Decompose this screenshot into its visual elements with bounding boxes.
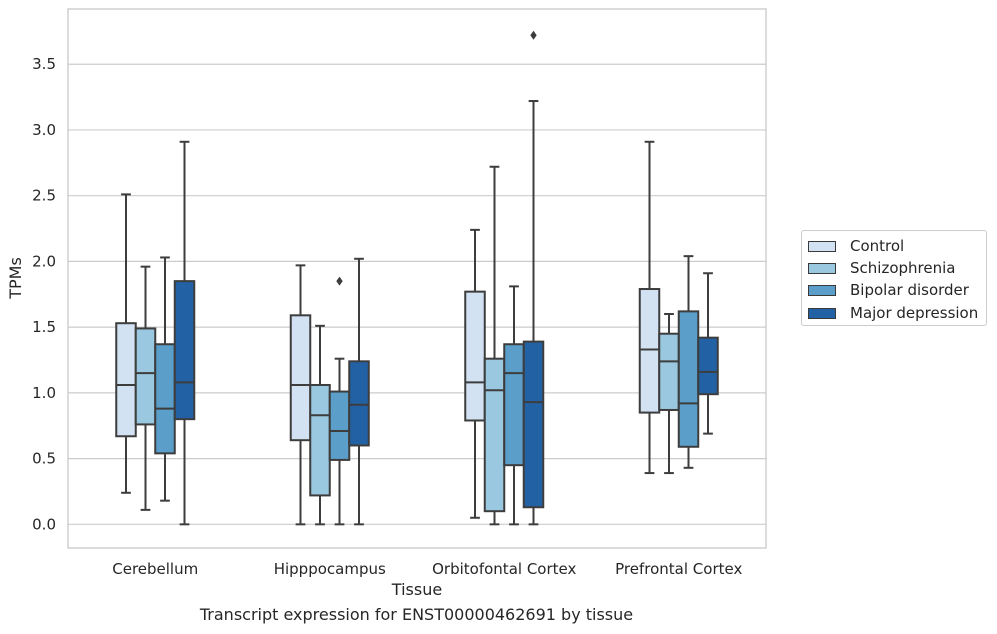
box <box>464 290 486 422</box>
x-tick-label: Hipppocampus <box>274 560 386 578</box>
chart-caption: Transcript expression for ENST0000046269… <box>199 605 634 624</box>
box <box>658 332 680 411</box>
x-tick-label: Prefrontal Cortex <box>615 560 742 578</box>
y-tick-label: 3.5 <box>32 55 56 73</box>
legend-item-major-depression: Major depression <box>808 303 978 323</box>
box <box>328 390 351 461</box>
y-tick-label: 2.5 <box>32 187 56 205</box>
box <box>638 288 661 414</box>
box <box>289 314 312 442</box>
box <box>677 310 700 448</box>
box <box>134 327 157 426</box>
box <box>522 340 545 509</box>
box <box>173 280 196 421</box>
legend-item-control: Control <box>808 236 904 256</box>
box-series <box>115 30 719 526</box>
y-tick-label: 1.5 <box>32 318 56 336</box>
box <box>154 343 176 455</box>
legend: Control Schizophrenia Bipolar disorder M… <box>801 230 987 326</box>
legend-item-schizophrenia: Schizophrenia <box>808 258 955 278</box>
legend-label: Schizophrenia <box>850 259 956 277</box>
legend-swatch-major-depression <box>808 307 836 319</box>
x-tick-label: Cerebellum <box>112 560 198 578</box>
box <box>483 357 506 513</box>
outlier-point <box>530 30 537 40</box>
box <box>348 360 370 447</box>
box <box>309 383 331 497</box>
plot-frame <box>67 8 767 549</box>
legend-swatch-bipolar-disorder <box>808 284 836 296</box>
legend-label: Bipolar disorder <box>850 281 969 299</box>
y-tick-label: 2.0 <box>32 252 56 270</box>
y-axis-label: TPMs <box>6 257 25 300</box>
x-axis-label: Tissue <box>391 580 442 599</box>
x-tick-label: Orbitofontal Cortex <box>432 560 576 578</box>
y-tick-label: 1.0 <box>32 384 56 402</box>
y-tick-label: 0.0 <box>32 515 56 533</box>
legend-swatch-control <box>808 240 836 252</box>
x-tick-labels: Cerebellum Hipppocampus Orbitofontal Corte… <box>112 560 742 578</box>
legend-item-bipolar-disorder: Bipolar disorder <box>808 280 969 300</box>
plot-area <box>68 9 766 548</box>
y-tick-labels: 0.0 0.5 1.0 1.5 2.0 2.5 3.0 3.5 <box>32 55 56 533</box>
box <box>697 336 719 396</box>
legend-label: Control <box>850 237 905 255</box>
outlier-point <box>336 276 343 286</box>
legend-swatch-schizophrenia <box>808 262 836 274</box>
y-tick-label: 3.0 <box>32 121 56 139</box>
box <box>503 343 525 467</box>
legend-label: Major depression <box>850 304 979 322</box>
y-tick-label: 0.5 <box>32 450 56 468</box>
box <box>115 322 137 438</box>
